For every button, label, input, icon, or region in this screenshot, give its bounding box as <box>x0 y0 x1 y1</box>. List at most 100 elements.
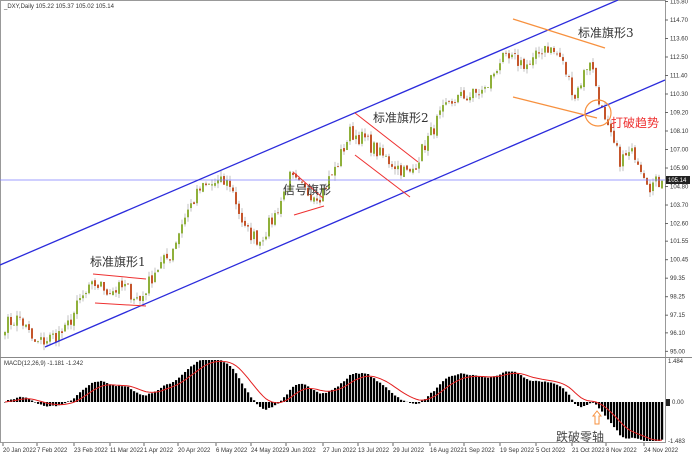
bear-candle <box>319 199 321 203</box>
macd-bar <box>577 402 580 406</box>
bull-candle <box>472 88 474 99</box>
price-tick-label: 108.10 <box>670 129 689 135</box>
macd-bar <box>478 376 481 402</box>
macd-bar <box>631 402 634 438</box>
current-price-tag <box>666 176 690 184</box>
macd-bar <box>301 383 304 402</box>
macd-bar <box>559 386 562 402</box>
macd-bar <box>508 371 511 402</box>
bull-candle <box>481 89 483 94</box>
flag1-upper-line[interactable] <box>92 273 147 280</box>
bull-candle <box>226 180 228 186</box>
macd-label: MACD(12,26,9) -1.181 -1.242 <box>4 361 84 367</box>
bear-candle <box>193 202 195 205</box>
channel-lower-line[interactable] <box>44 79 666 348</box>
bear-candle <box>541 53 543 55</box>
macd-bar <box>196 361 199 402</box>
macd-bar <box>139 394 142 402</box>
bear-candle <box>382 148 384 156</box>
breakout-circle[interactable] <box>584 99 612 127</box>
bear-candle <box>463 90 465 99</box>
bear-candle <box>61 331 63 334</box>
signal-flag-upper-line[interactable] <box>292 171 324 199</box>
bull-candle <box>91 281 93 285</box>
macd-bar <box>154 391 157 402</box>
bull-candle <box>4 332 6 336</box>
macd-bar <box>544 381 547 402</box>
macd-bar <box>400 399 403 402</box>
macd-bar <box>613 402 616 428</box>
bull-candle <box>289 171 291 191</box>
macd-bar <box>58 402 61 406</box>
bull-candle <box>184 217 186 225</box>
bull-candle <box>583 70 585 88</box>
bull-candle <box>484 87 486 89</box>
flag1-lower-line[interactable] <box>94 302 147 307</box>
macd-bar <box>535 380 538 402</box>
bull-candle <box>181 224 183 234</box>
bear-candle <box>235 192 237 205</box>
bear-candle <box>634 147 636 160</box>
bull-candle <box>124 283 126 287</box>
bull-candle <box>328 176 330 189</box>
macd-bar <box>289 389 292 402</box>
bear-candle <box>337 166 339 167</box>
bear-candle <box>277 212 279 214</box>
flag3-upper-line[interactable] <box>512 18 606 49</box>
bear-candle <box>649 183 651 193</box>
date-tick-label: 29 Jul 2022 <box>393 448 425 454</box>
macd-bar <box>61 402 64 405</box>
macd-bar <box>520 375 523 402</box>
macd-bar <box>418 402 421 404</box>
bull-candle <box>142 296 144 302</box>
bull-candle <box>79 298 81 301</box>
bear-candle <box>130 284 132 300</box>
bear-candle <box>256 230 258 245</box>
bear-candle <box>595 67 597 86</box>
macd-bar <box>118 385 121 402</box>
macd-bar <box>583 402 586 407</box>
macd-bar <box>70 400 73 402</box>
flag3-lower-line[interactable] <box>512 96 598 119</box>
bull-candle <box>133 298 135 301</box>
macd-bar <box>652 402 655 441</box>
date-axis[interactable]: 20 Jan 2022 7 Feb 2022 23 Feb 2022 11 Mar 2… <box>2 443 679 454</box>
flag2-lower-line[interactable] <box>354 154 411 198</box>
signal-flag-lower-line[interactable] <box>293 205 325 216</box>
macd-bar <box>181 374 184 402</box>
price-tick-label: 110.30 <box>670 92 689 98</box>
macd-bar <box>496 375 499 402</box>
macd-bar <box>451 375 454 402</box>
bull-candle <box>7 316 9 333</box>
macd-bar <box>547 382 550 402</box>
price-tick-label: 113.60 <box>670 37 689 43</box>
date-tick-label: 24 Nov 2022 <box>644 448 679 454</box>
macd-bar <box>145 395 148 402</box>
date-tick-label: 20 Jan 2022 <box>3 448 37 454</box>
bull-candle <box>439 110 441 115</box>
bear-candle <box>70 319 72 325</box>
date-tick-label: 6 May 2022 <box>216 448 248 454</box>
macd-bar <box>136 392 139 402</box>
channel-upper-line[interactable] <box>0 0 619 266</box>
date-tick-label: 24 May 2022 <box>251 448 286 454</box>
macd-bar <box>205 360 208 402</box>
bull-candle <box>280 200 282 214</box>
flag2-upper-line[interactable] <box>354 112 419 163</box>
macd-bar <box>25 397 28 402</box>
bull-candle <box>589 62 591 71</box>
price-axis[interactable]: 115.80 114.70 113.60 112.50 111.40 110.30 109.… <box>665 0 689 355</box>
macd-bar <box>622 402 625 438</box>
bull-candle <box>157 269 159 272</box>
bull-candle <box>373 142 375 154</box>
macd-bar <box>247 392 250 402</box>
macd-bar <box>157 390 160 402</box>
bull-candle <box>172 248 174 261</box>
price-tick-label: 99.35 <box>670 276 686 282</box>
date-tick-label: 19 Sep 2022 <box>500 448 535 454</box>
bull-candle <box>262 240 264 242</box>
bull-candle <box>136 297 138 299</box>
macd-axis-bottom: -1.483 <box>668 439 686 445</box>
macd-bar <box>517 373 520 402</box>
